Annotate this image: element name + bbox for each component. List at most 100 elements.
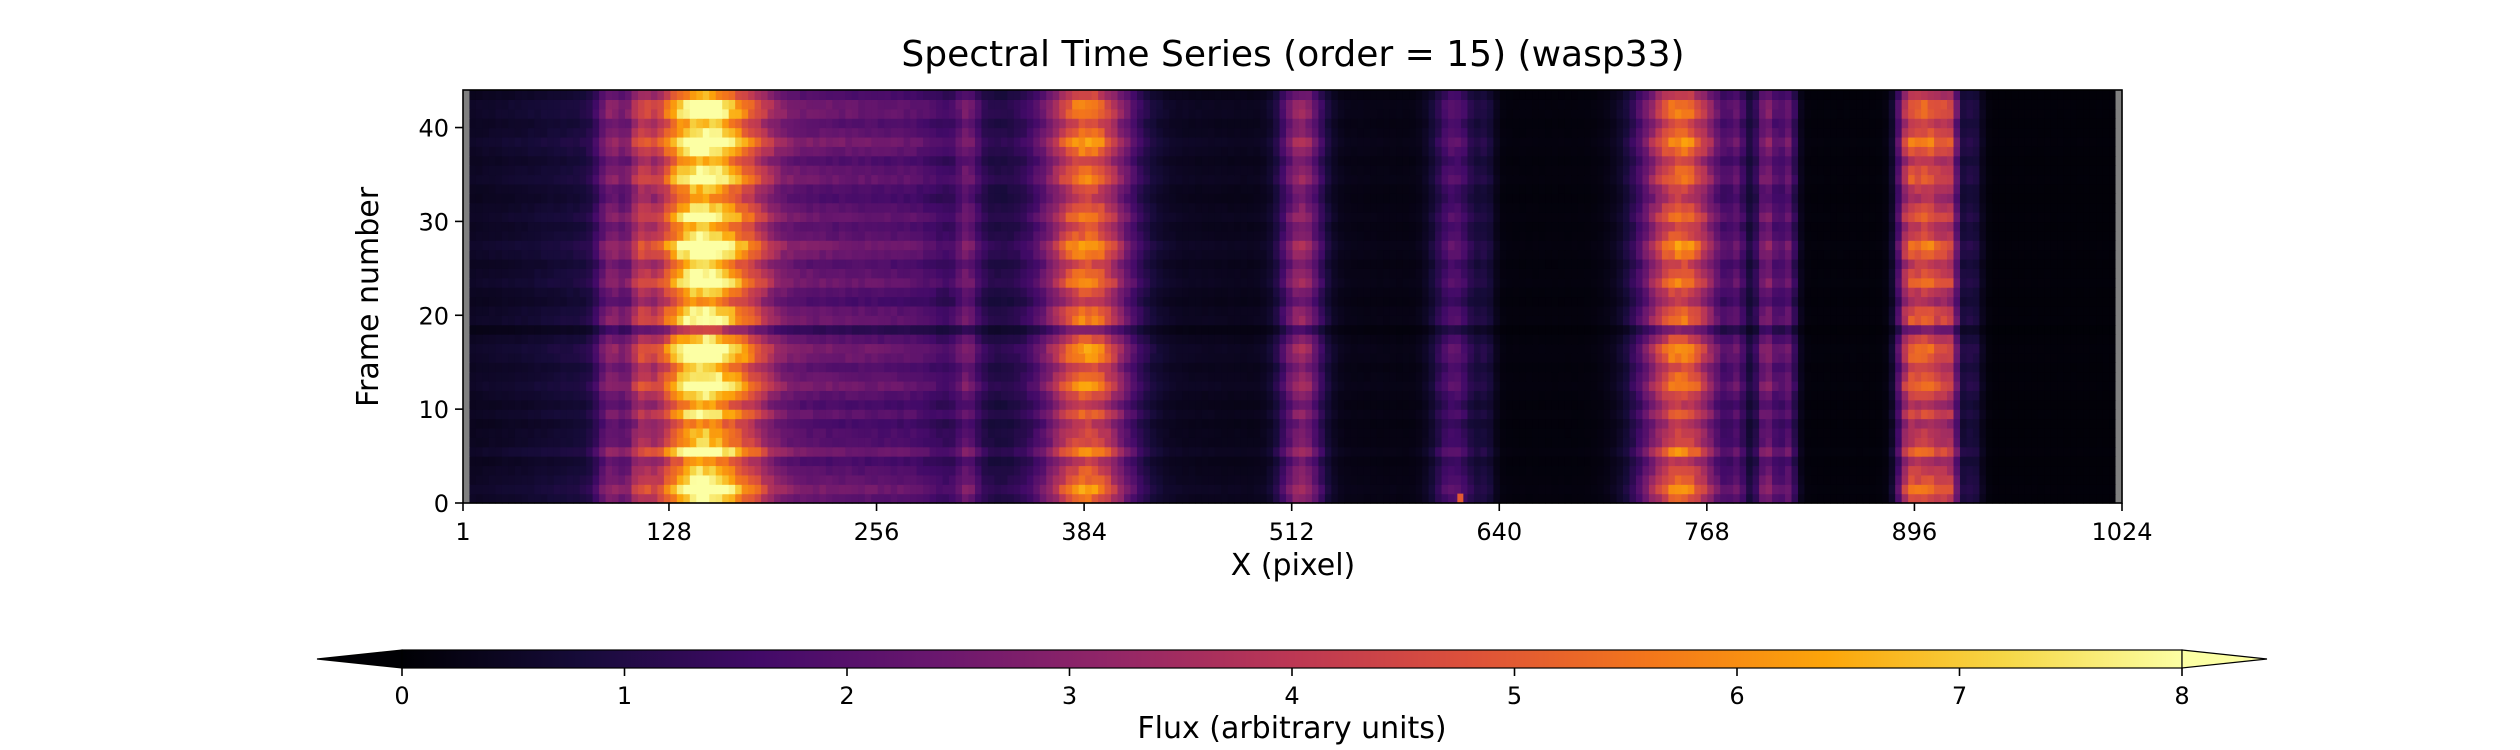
heatmap-cell [1914, 446, 1922, 457]
heatmap-cell [1739, 371, 1747, 382]
heatmap-cell [1214, 343, 1222, 354]
heatmap-cell [2050, 474, 2058, 485]
heatmap-cell [2005, 474, 2013, 485]
heatmap-cell [521, 362, 529, 373]
heatmap-cell [1143, 427, 1151, 438]
heatmap-cell [2096, 399, 2104, 410]
heatmap-cell [586, 399, 594, 410]
heatmap-cell [1065, 399, 1073, 410]
heatmap-cell [722, 334, 730, 345]
heatmap-cell [605, 456, 613, 467]
heatmap-cell [1383, 362, 1391, 373]
heatmap-cell [1331, 343, 1339, 354]
heatmap-cell [1720, 371, 1728, 382]
heatmap-cell [1311, 409, 1320, 420]
heatmap-cell [1720, 474, 1728, 485]
heatmap-cell [709, 456, 717, 467]
heatmap-cell [1914, 418, 1922, 429]
heatmap-cell [910, 456, 918, 467]
heatmap-cell [1000, 352, 1008, 363]
heatmap-cell [1875, 343, 1883, 354]
heatmap-cell [897, 399, 905, 410]
heatmap-cell [1221, 352, 1229, 363]
heatmap-cell [1746, 418, 1754, 429]
heatmap-cell [1998, 324, 2006, 335]
heatmap-cell [910, 324, 918, 335]
heatmap-cell [1882, 324, 1890, 335]
heatmap-cell [1467, 418, 1475, 429]
heatmap-cell [787, 343, 795, 354]
heatmap-cell [1584, 427, 1592, 438]
heatmap-cell [625, 446, 633, 457]
heatmap-cell [1221, 437, 1229, 448]
heatmap-row [463, 380, 2123, 391]
heatmap-cell [812, 371, 821, 382]
heatmap-cell [1914, 484, 1922, 495]
heatmap-cell [1000, 371, 1008, 382]
heatmap-cell [469, 343, 477, 354]
heatmap-cell [612, 474, 620, 485]
heatmap-cell [1143, 390, 1151, 401]
heatmap-cell [1519, 390, 1527, 401]
heatmap-cell [1713, 465, 1721, 476]
heatmap-cell [1888, 380, 1896, 391]
heatmap-cell [715, 324, 723, 335]
heatmap-cell [1499, 324, 1507, 335]
heatmap-cell [2102, 399, 2110, 410]
heatmap-cell [1707, 484, 1715, 495]
heatmap-cell [1882, 474, 1890, 485]
heatmap-cell [1603, 465, 1611, 476]
heatmap-cell [1273, 446, 1281, 457]
heatmap-cell [2115, 484, 2123, 495]
heatmap-cell [916, 456, 924, 467]
heatmap-cell [1454, 446, 1462, 457]
heatmap-cell [1240, 409, 1248, 420]
heatmap-cell [1856, 371, 1864, 382]
heatmap-cell [1273, 324, 1281, 335]
heatmap-cell [1007, 493, 1015, 504]
heatmap-cell [508, 352, 516, 363]
heatmap-cell [903, 484, 911, 495]
heatmap-cell [968, 409, 976, 420]
heatmap-cell [735, 446, 743, 457]
heatmap-cell [540, 465, 548, 476]
heatmap-cell [1033, 474, 1041, 485]
heatmap-cell [2037, 343, 2045, 354]
heatmap-cell [1376, 334, 1384, 345]
heatmap-cell [1169, 409, 1177, 420]
heatmap-cell [1623, 352, 1631, 363]
heatmap-cell [1350, 352, 1358, 363]
heatmap-cell [1020, 362, 1028, 373]
heatmap-cell [1545, 437, 1553, 448]
heatmap-cell [1117, 474, 1125, 485]
heatmap-cell [1843, 456, 1851, 467]
heatmap-cell [903, 371, 911, 382]
heatmap-cell [618, 484, 626, 495]
heatmap-cell [709, 446, 717, 457]
heatmap-cell [1908, 456, 1916, 467]
heatmap-cell [974, 352, 983, 363]
heatmap-cell [923, 380, 931, 391]
heatmap-cell [1700, 427, 1708, 438]
heatmap-cell [1253, 437, 1261, 448]
heatmap-cell [715, 315, 723, 326]
heatmap-cell [2044, 343, 2052, 354]
heatmap-cell [741, 362, 749, 373]
heatmap-cell [851, 446, 859, 457]
heatmap-cell [1065, 315, 1073, 326]
heatmap-cell [916, 446, 924, 457]
heatmap-cell [625, 493, 633, 504]
heatmap-cell [2050, 493, 2058, 504]
heatmap-cell [1201, 371, 1209, 382]
heatmap-cell [1389, 418, 1397, 429]
heatmap-cell [1610, 456, 1618, 467]
heatmap-cell [1253, 334, 1261, 345]
heatmap-cell [670, 446, 678, 457]
heatmap-cell [527, 343, 535, 354]
heatmap-cell [1013, 362, 1021, 373]
heatmap-cell [637, 324, 646, 335]
heatmap-cell [501, 315, 509, 326]
heatmap-cell [1279, 493, 1287, 504]
heatmap-cell [644, 493, 652, 504]
heatmap-cell [1538, 446, 1546, 457]
